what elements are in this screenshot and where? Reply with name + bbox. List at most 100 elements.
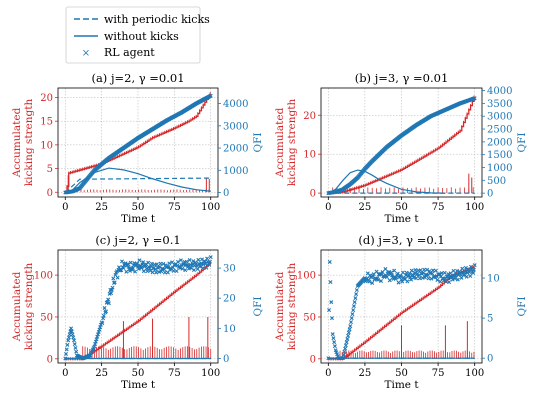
qfi-rl-point <box>207 262 212 267</box>
x-tick-label: 0 <box>325 202 331 213</box>
y-right-tick-label: 2500 <box>487 125 512 136</box>
qfi-rl-point <box>154 270 159 275</box>
x-tick-label: 75 <box>168 202 181 213</box>
qfi-rl-point <box>174 269 179 274</box>
qfi-rl-point <box>343 343 348 348</box>
panel-title: (d) j=3, γ =0.1 <box>358 233 444 247</box>
qfi-rl-point <box>178 258 183 263</box>
qfi-rl-point <box>387 278 392 283</box>
qfi-rl-point <box>448 271 453 276</box>
qfi-rl-point <box>180 266 185 271</box>
qfi-rl-point <box>64 347 69 352</box>
qfi-rl-point <box>343 346 348 351</box>
y-right-tick-label: 10 <box>223 324 236 335</box>
qfi-rl-point <box>199 261 204 266</box>
qfi-rl-point <box>110 285 115 290</box>
qfi-rl-point <box>101 316 106 321</box>
x-tick-label: 0 <box>62 368 68 379</box>
qfi-rl-point <box>130 266 135 271</box>
qfi-rl-point <box>447 280 452 285</box>
legend: with periodic kicks without kicks × RL a… <box>65 6 210 64</box>
qfi-rl-point <box>438 279 443 284</box>
qfi-rl-point <box>345 336 350 341</box>
qfi-rl-point <box>74 349 79 354</box>
x-tick-label: 25 <box>95 368 108 379</box>
x-tick-label: 50 <box>132 202 145 213</box>
qfi-rl-point <box>208 255 213 260</box>
qfi-rl-point <box>123 261 128 266</box>
y-left-tick-label: 50 <box>40 312 53 323</box>
qfi-rl-point <box>137 258 142 263</box>
x-tick-label: 25 <box>359 368 372 379</box>
qfi-rl-point <box>65 342 70 347</box>
qfi-rl-point <box>451 268 456 273</box>
qfi-rl-point <box>205 256 210 261</box>
qfi-rl-point <box>403 273 408 278</box>
y-left-tick-label: 0 <box>47 354 53 365</box>
qfi-rl-point <box>417 276 422 281</box>
qfi-rl-point <box>64 351 68 356</box>
qfi-rl-point <box>370 281 375 286</box>
qfi-rl-point <box>425 267 430 272</box>
qfi-rl-point <box>106 301 111 306</box>
qfi-rl-point <box>332 344 337 349</box>
legend-without-label: without kicks <box>104 30 179 43</box>
qfi-rl-point <box>452 276 457 281</box>
qfi-rl-point <box>471 270 476 275</box>
y-left-tick-label: 5 <box>47 164 53 175</box>
y-right-tick-label: 0 <box>487 189 493 200</box>
y-left-tick-label: 100 <box>297 271 316 282</box>
x-tick-label: 100 <box>201 202 220 213</box>
qfi-rl-point <box>66 335 71 340</box>
qfi-rl-point <box>460 266 465 271</box>
qfi-rl-point <box>106 297 111 302</box>
legend-frame <box>65 6 201 64</box>
y-left-tick-label: 15 <box>40 117 53 128</box>
qfi-rl-point <box>141 260 146 265</box>
x-axis-label: Time t <box>384 213 419 225</box>
y-right-tick-label: 4000 <box>487 86 512 97</box>
y-left-tick-label: 0 <box>47 188 53 199</box>
qfi-rl-point <box>327 260 332 265</box>
y-right-tick-label: 10 <box>487 274 500 285</box>
x-tick-label: 100 <box>201 368 220 379</box>
qfi-rl-point <box>353 296 358 301</box>
qfi-rl-point <box>102 305 107 310</box>
qfi-rl-point <box>344 340 349 345</box>
qfi-rl-point <box>184 259 189 264</box>
qfi-rl-point <box>112 280 117 285</box>
qfi-rl-point <box>326 356 331 361</box>
qfi-rl-point <box>414 276 419 281</box>
qfi-rl-agent-series <box>326 96 477 196</box>
panel-title: (c) j=2, γ =0.1 <box>95 233 180 247</box>
y-right-tick-label: 500 <box>487 176 506 187</box>
y-right-tick-label: 3000 <box>487 112 512 123</box>
y-left-tick-label: 20 <box>303 111 316 122</box>
qfi-rl-point <box>141 269 146 274</box>
qfi-rl-point <box>70 332 75 337</box>
y-right-tick-label: 0 <box>487 354 493 365</box>
y-right-tick-label: 3000 <box>223 121 248 132</box>
qfi-rl-point <box>120 259 124 264</box>
qfi-rl-point <box>352 300 357 305</box>
x-tick-label: 75 <box>432 368 445 379</box>
x-tick-label: 75 <box>168 368 181 379</box>
qfi-rl-point <box>208 93 213 98</box>
qfi-rl-point <box>111 276 116 281</box>
qfi-rl-point <box>469 264 474 269</box>
qfi-rl-point <box>189 266 194 271</box>
qfi-rl-point <box>329 300 334 305</box>
qfi-rl-point <box>167 261 172 266</box>
y-left-tick-label: 50 <box>303 312 316 323</box>
qfi-rl-point <box>463 269 468 274</box>
qfi-rl-point <box>342 349 347 354</box>
qfi-rl-point <box>413 267 418 272</box>
qfi-rl-point <box>354 288 359 293</box>
legend-rl-marker: × <box>82 48 90 59</box>
y-left-axis-label: Accumulatedkicking strength <box>11 99 35 187</box>
x-tick-label: 100 <box>465 202 484 213</box>
qfi-rl-point <box>430 268 435 273</box>
